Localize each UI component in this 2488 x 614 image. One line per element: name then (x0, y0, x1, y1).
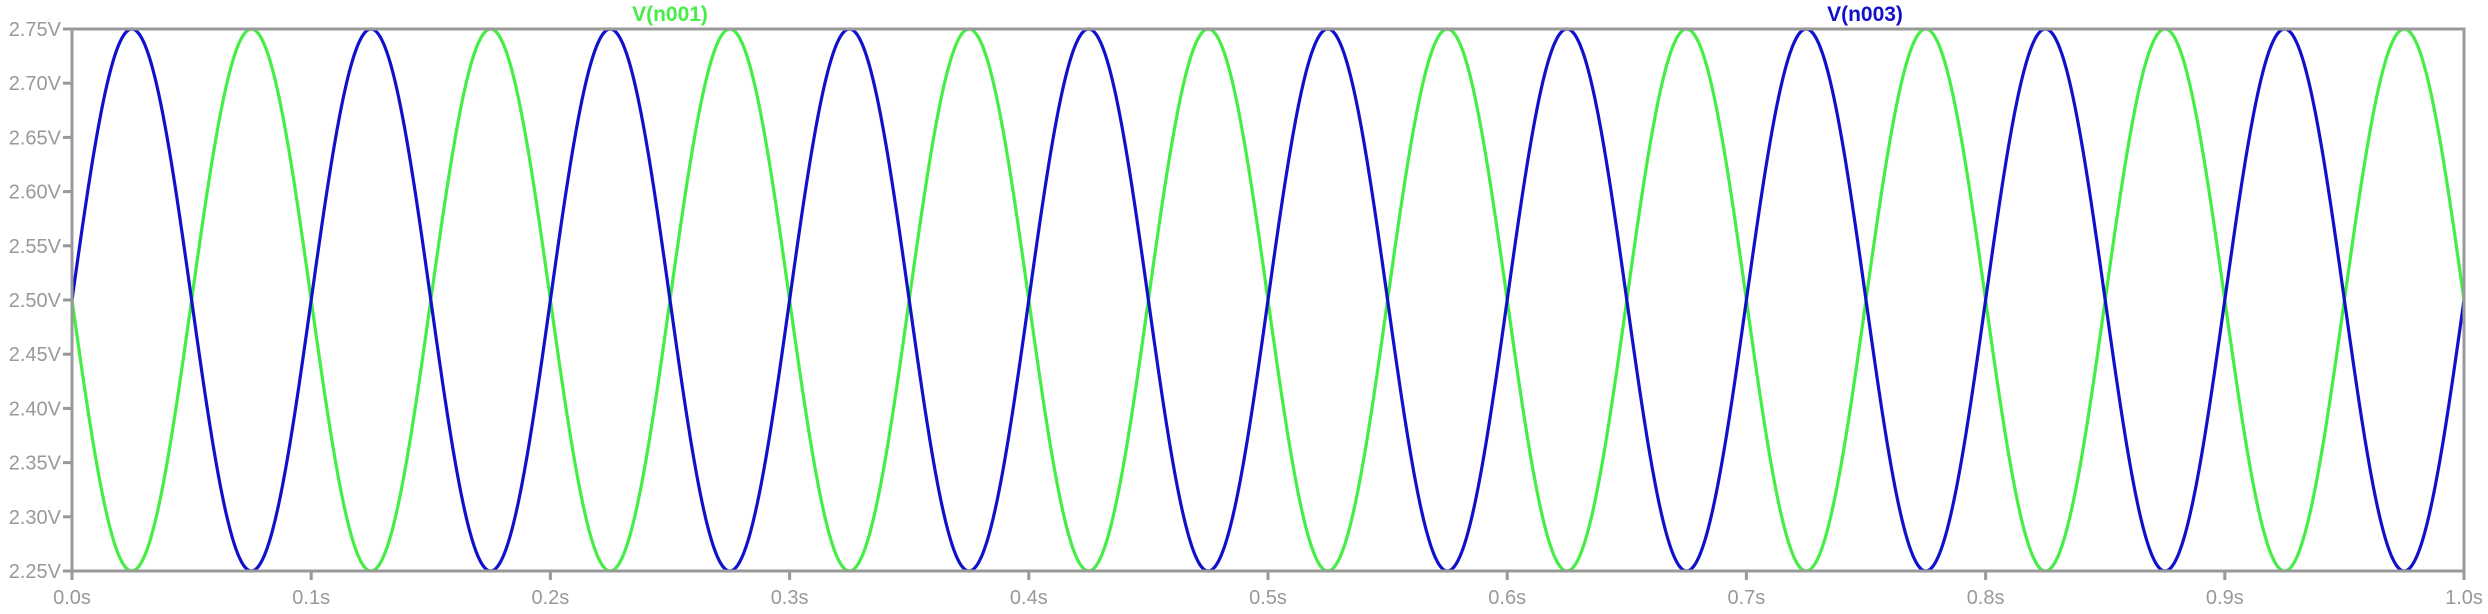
y-tick-label: 2.40V (9, 398, 62, 420)
y-tick-label: 2.50V (9, 290, 62, 312)
y-tick-label: 2.35V (9, 453, 62, 475)
series-line-v-n003 (70, 27, 2466, 573)
series-traces (70, 27, 2466, 573)
plot-frame (70, 27, 2466, 573)
y-tick-label: 2.45V (9, 344, 62, 366)
y-tick-label: 2.60V (9, 182, 62, 204)
legend-entry: V(n003) (1827, 3, 1903, 26)
x-tick-label: 0.2s (531, 587, 569, 609)
y-tick-label: 2.75V (9, 19, 62, 41)
x-tick-label: 0.1s (292, 587, 330, 609)
x-axis-ticks: 0.0s 0.1s 0.2s 0.3s 0.4s 0.5s 0.6s 0.7s 0.8s 0.9s… (53, 571, 2483, 609)
x-tick-label: 0.3s (771, 587, 809, 609)
x-tick-label: 0.7s (1727, 587, 1765, 609)
x-tick-label: 0.6s (1488, 587, 1526, 609)
legend: V(n001) V(n003) (632, 3, 1903, 26)
y-tick-label: 2.25V (9, 561, 62, 583)
x-tick-label: 0.9s (2206, 587, 2244, 609)
y-tick-label: 2.55V (9, 236, 62, 258)
x-tick-label: 0.0s (53, 587, 91, 609)
y-axis-ticks: 2.25V 2.30V 2.35V 2.40V 2.45V 2.50V 2.55V 2.60V… (9, 19, 72, 583)
legend-entry: V(n001) (632, 3, 708, 26)
y-tick-label: 2.70V (9, 73, 62, 95)
x-tick-label: 0.8s (1967, 587, 2005, 609)
x-tick-label: 0.4s (1010, 587, 1048, 609)
y-tick-label: 2.65V (9, 127, 62, 149)
x-tick-label: 1.0s (2445, 587, 2483, 609)
y-tick-label: 2.30V (9, 507, 62, 529)
x-tick-label: 0.5s (1249, 587, 1287, 609)
